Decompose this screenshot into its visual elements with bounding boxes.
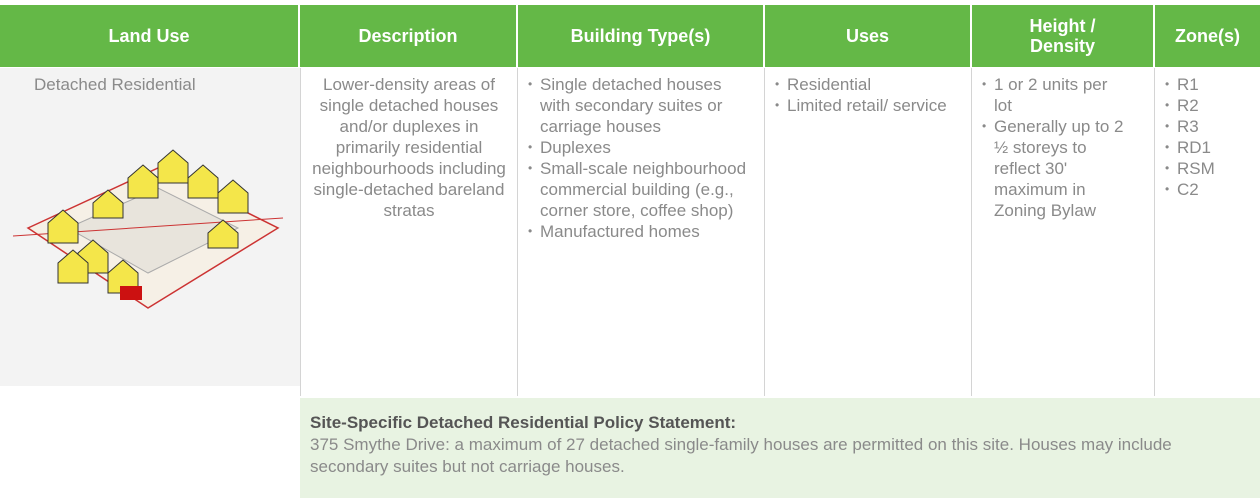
policy-text: 375 Smythe Drive: a maximum of 27 detach… bbox=[310, 435, 1172, 476]
list-item: RSM bbox=[1165, 158, 1250, 179]
header-cell: Height / Density bbox=[972, 5, 1155, 67]
list-item: Manufactured homes bbox=[528, 221, 754, 242]
building-types: Single detached houses with secondary su… bbox=[528, 74, 754, 242]
list-item: R1 bbox=[1165, 74, 1250, 95]
list-item: Residential bbox=[775, 74, 961, 95]
list-item: R3 bbox=[1165, 116, 1250, 137]
list-item: Limited retail/ service bbox=[775, 95, 961, 116]
header-cell: Uses bbox=[765, 5, 972, 67]
list-item: R2 bbox=[1165, 95, 1250, 116]
list-item: Single detached houses with secondary su… bbox=[528, 74, 754, 137]
description-cell: Lower-density areas of single detached h… bbox=[300, 68, 518, 396]
list-item: 1 or 2 units per lot bbox=[982, 74, 1124, 116]
height-cell: 1 or 2 units per lotGenerally up to 2 ½ … bbox=[972, 68, 1155, 396]
policy-title: Site-Specific Detached Residential Polic… bbox=[310, 413, 737, 432]
header-cell: Description bbox=[300, 5, 518, 67]
building-types-cell: Single detached houses with secondary su… bbox=[518, 68, 765, 396]
illustration bbox=[12, 149, 284, 309]
list-item: Duplexes bbox=[528, 137, 754, 158]
uses-cell: ResidentialLimited retail/ service bbox=[765, 68, 972, 396]
header-cell: Land Use bbox=[0, 5, 300, 67]
policy: Site-Specific Detached Residential Polic… bbox=[300, 398, 1260, 498]
zones-cell: R1R2R3RD1RSMC2 bbox=[1155, 68, 1260, 396]
list-item: RD1 bbox=[1165, 137, 1250, 158]
list-item: Small-scale neighbourhood commercial bui… bbox=[528, 158, 754, 221]
header-cell: Zone(s) bbox=[1155, 5, 1260, 67]
list-item: C2 bbox=[1165, 179, 1250, 200]
zones: R1R2R3RD1RSMC2 bbox=[1165, 74, 1250, 200]
land-use-cell: Detached Residential bbox=[0, 68, 300, 386]
land-use: Detached Residential bbox=[34, 75, 196, 94]
height-density: 1 or 2 units per lotGenerally up to 2 ½ … bbox=[982, 74, 1124, 221]
description: Lower-density areas of single detached h… bbox=[312, 75, 506, 220]
header-cell: Building Type(s) bbox=[518, 5, 765, 67]
list-item: Generally up to 2 ½ storeys to reflect 3… bbox=[982, 116, 1124, 221]
uses: ResidentialLimited retail/ service bbox=[775, 74, 961, 116]
